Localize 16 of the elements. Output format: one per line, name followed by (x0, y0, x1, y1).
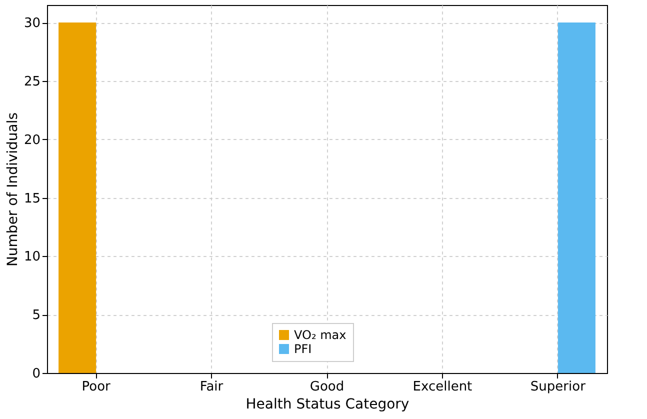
y-axis-title: Number of Individuals (4, 112, 21, 267)
y-tick-label: 5 (32, 308, 40, 324)
y-tick-label: 10 (24, 250, 40, 265)
x-tick-label: Good (310, 380, 344, 394)
x-tick-label: Excellent (412, 380, 472, 394)
x-tick-label: Superior (530, 380, 586, 394)
legend-label: PFI (294, 342, 312, 356)
y-tick-label: 15 (24, 191, 40, 206)
y-tick-label: 20 (24, 132, 40, 148)
y-tick-label: 25 (24, 74, 40, 90)
x-axis-title: Health Status Category (246, 396, 410, 412)
y-tick-label: 0 (32, 366, 40, 382)
legend-label: VO₂ max (294, 328, 346, 342)
x-tick-label: Fair (200, 380, 224, 394)
y-tick-label: 30 (24, 16, 40, 32)
x-tick-label: Poor (82, 380, 112, 394)
